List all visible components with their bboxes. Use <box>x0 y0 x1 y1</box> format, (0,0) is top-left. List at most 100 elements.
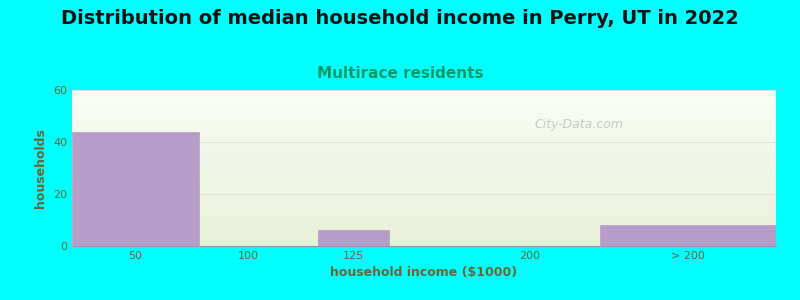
Bar <box>72 147 776 148</box>
Bar <box>72 109 776 110</box>
Bar <box>72 117 776 118</box>
Bar <box>72 224 776 225</box>
Bar <box>72 235 776 236</box>
Bar <box>72 132 776 133</box>
Bar <box>72 229 776 230</box>
Bar <box>72 123 776 124</box>
Bar <box>72 137 776 138</box>
Bar <box>72 237 776 238</box>
Bar <box>72 119 776 120</box>
Bar <box>72 212 776 213</box>
Bar <box>72 232 776 233</box>
Bar <box>72 118 776 119</box>
Bar <box>72 228 776 229</box>
Bar <box>72 110 776 111</box>
Bar <box>72 127 776 128</box>
Bar <box>72 214 776 215</box>
Bar <box>72 189 776 190</box>
Bar <box>72 106 776 107</box>
Bar <box>72 98 776 99</box>
Bar <box>72 159 776 160</box>
Bar <box>72 213 776 214</box>
Bar <box>72 236 776 237</box>
Bar <box>72 153 776 154</box>
Bar <box>72 108 776 109</box>
Bar <box>72 170 776 171</box>
Bar <box>72 195 776 196</box>
Bar <box>72 221 776 222</box>
Bar <box>72 132 198 246</box>
Bar <box>72 218 776 219</box>
Bar <box>72 160 776 161</box>
Bar <box>72 97 776 98</box>
Bar <box>72 116 776 117</box>
Bar <box>72 105 776 106</box>
Bar <box>72 169 776 170</box>
Y-axis label: households: households <box>34 128 47 208</box>
Bar <box>72 125 776 126</box>
Bar <box>72 227 776 228</box>
Bar <box>72 104 776 105</box>
Bar <box>72 148 776 149</box>
Bar <box>72 128 776 129</box>
Bar <box>72 146 776 147</box>
Bar <box>72 209 776 210</box>
Bar <box>72 93 776 94</box>
Bar <box>72 215 776 216</box>
Bar <box>72 162 776 163</box>
Bar <box>72 193 776 194</box>
Bar <box>72 223 776 224</box>
Bar <box>72 112 776 113</box>
Bar <box>600 225 776 246</box>
Bar <box>72 165 776 166</box>
Bar <box>72 239 776 240</box>
Bar <box>72 94 776 95</box>
Bar <box>72 143 776 144</box>
Bar <box>72 243 776 244</box>
Bar <box>72 207 776 208</box>
Bar <box>72 179 776 180</box>
Text: City-Data.com: City-Data.com <box>534 118 623 131</box>
Bar <box>72 130 776 131</box>
Bar <box>72 115 776 116</box>
Bar <box>72 144 776 145</box>
Bar <box>72 101 776 102</box>
Bar <box>72 107 776 108</box>
Bar <box>72 136 776 137</box>
Bar <box>72 121 776 122</box>
Bar <box>72 133 776 134</box>
Bar <box>72 141 776 142</box>
Bar <box>72 187 776 188</box>
Bar <box>72 157 776 158</box>
Bar <box>72 139 776 140</box>
Bar <box>72 206 776 207</box>
Bar <box>72 168 776 169</box>
Bar <box>72 241 776 242</box>
Bar <box>72 194 776 195</box>
Bar <box>72 240 776 241</box>
Bar <box>72 211 776 212</box>
Bar <box>318 230 389 246</box>
Bar <box>72 167 776 168</box>
Bar <box>72 122 776 123</box>
Bar <box>72 124 776 125</box>
Bar <box>72 203 776 204</box>
Bar <box>72 230 776 231</box>
Bar <box>72 222 776 223</box>
Bar <box>72 149 776 150</box>
Bar <box>72 142 776 143</box>
Bar <box>72 140 776 141</box>
Bar <box>72 103 776 104</box>
Bar <box>72 176 776 177</box>
Bar <box>72 233 776 234</box>
Bar <box>72 231 776 232</box>
Bar <box>72 126 776 127</box>
Bar <box>72 129 776 130</box>
Bar <box>72 197 776 198</box>
Bar <box>72 174 776 175</box>
Bar <box>72 158 776 159</box>
Bar <box>72 183 776 184</box>
Bar <box>72 242 776 243</box>
Text: Multirace residents: Multirace residents <box>317 66 483 81</box>
Bar <box>72 111 776 112</box>
